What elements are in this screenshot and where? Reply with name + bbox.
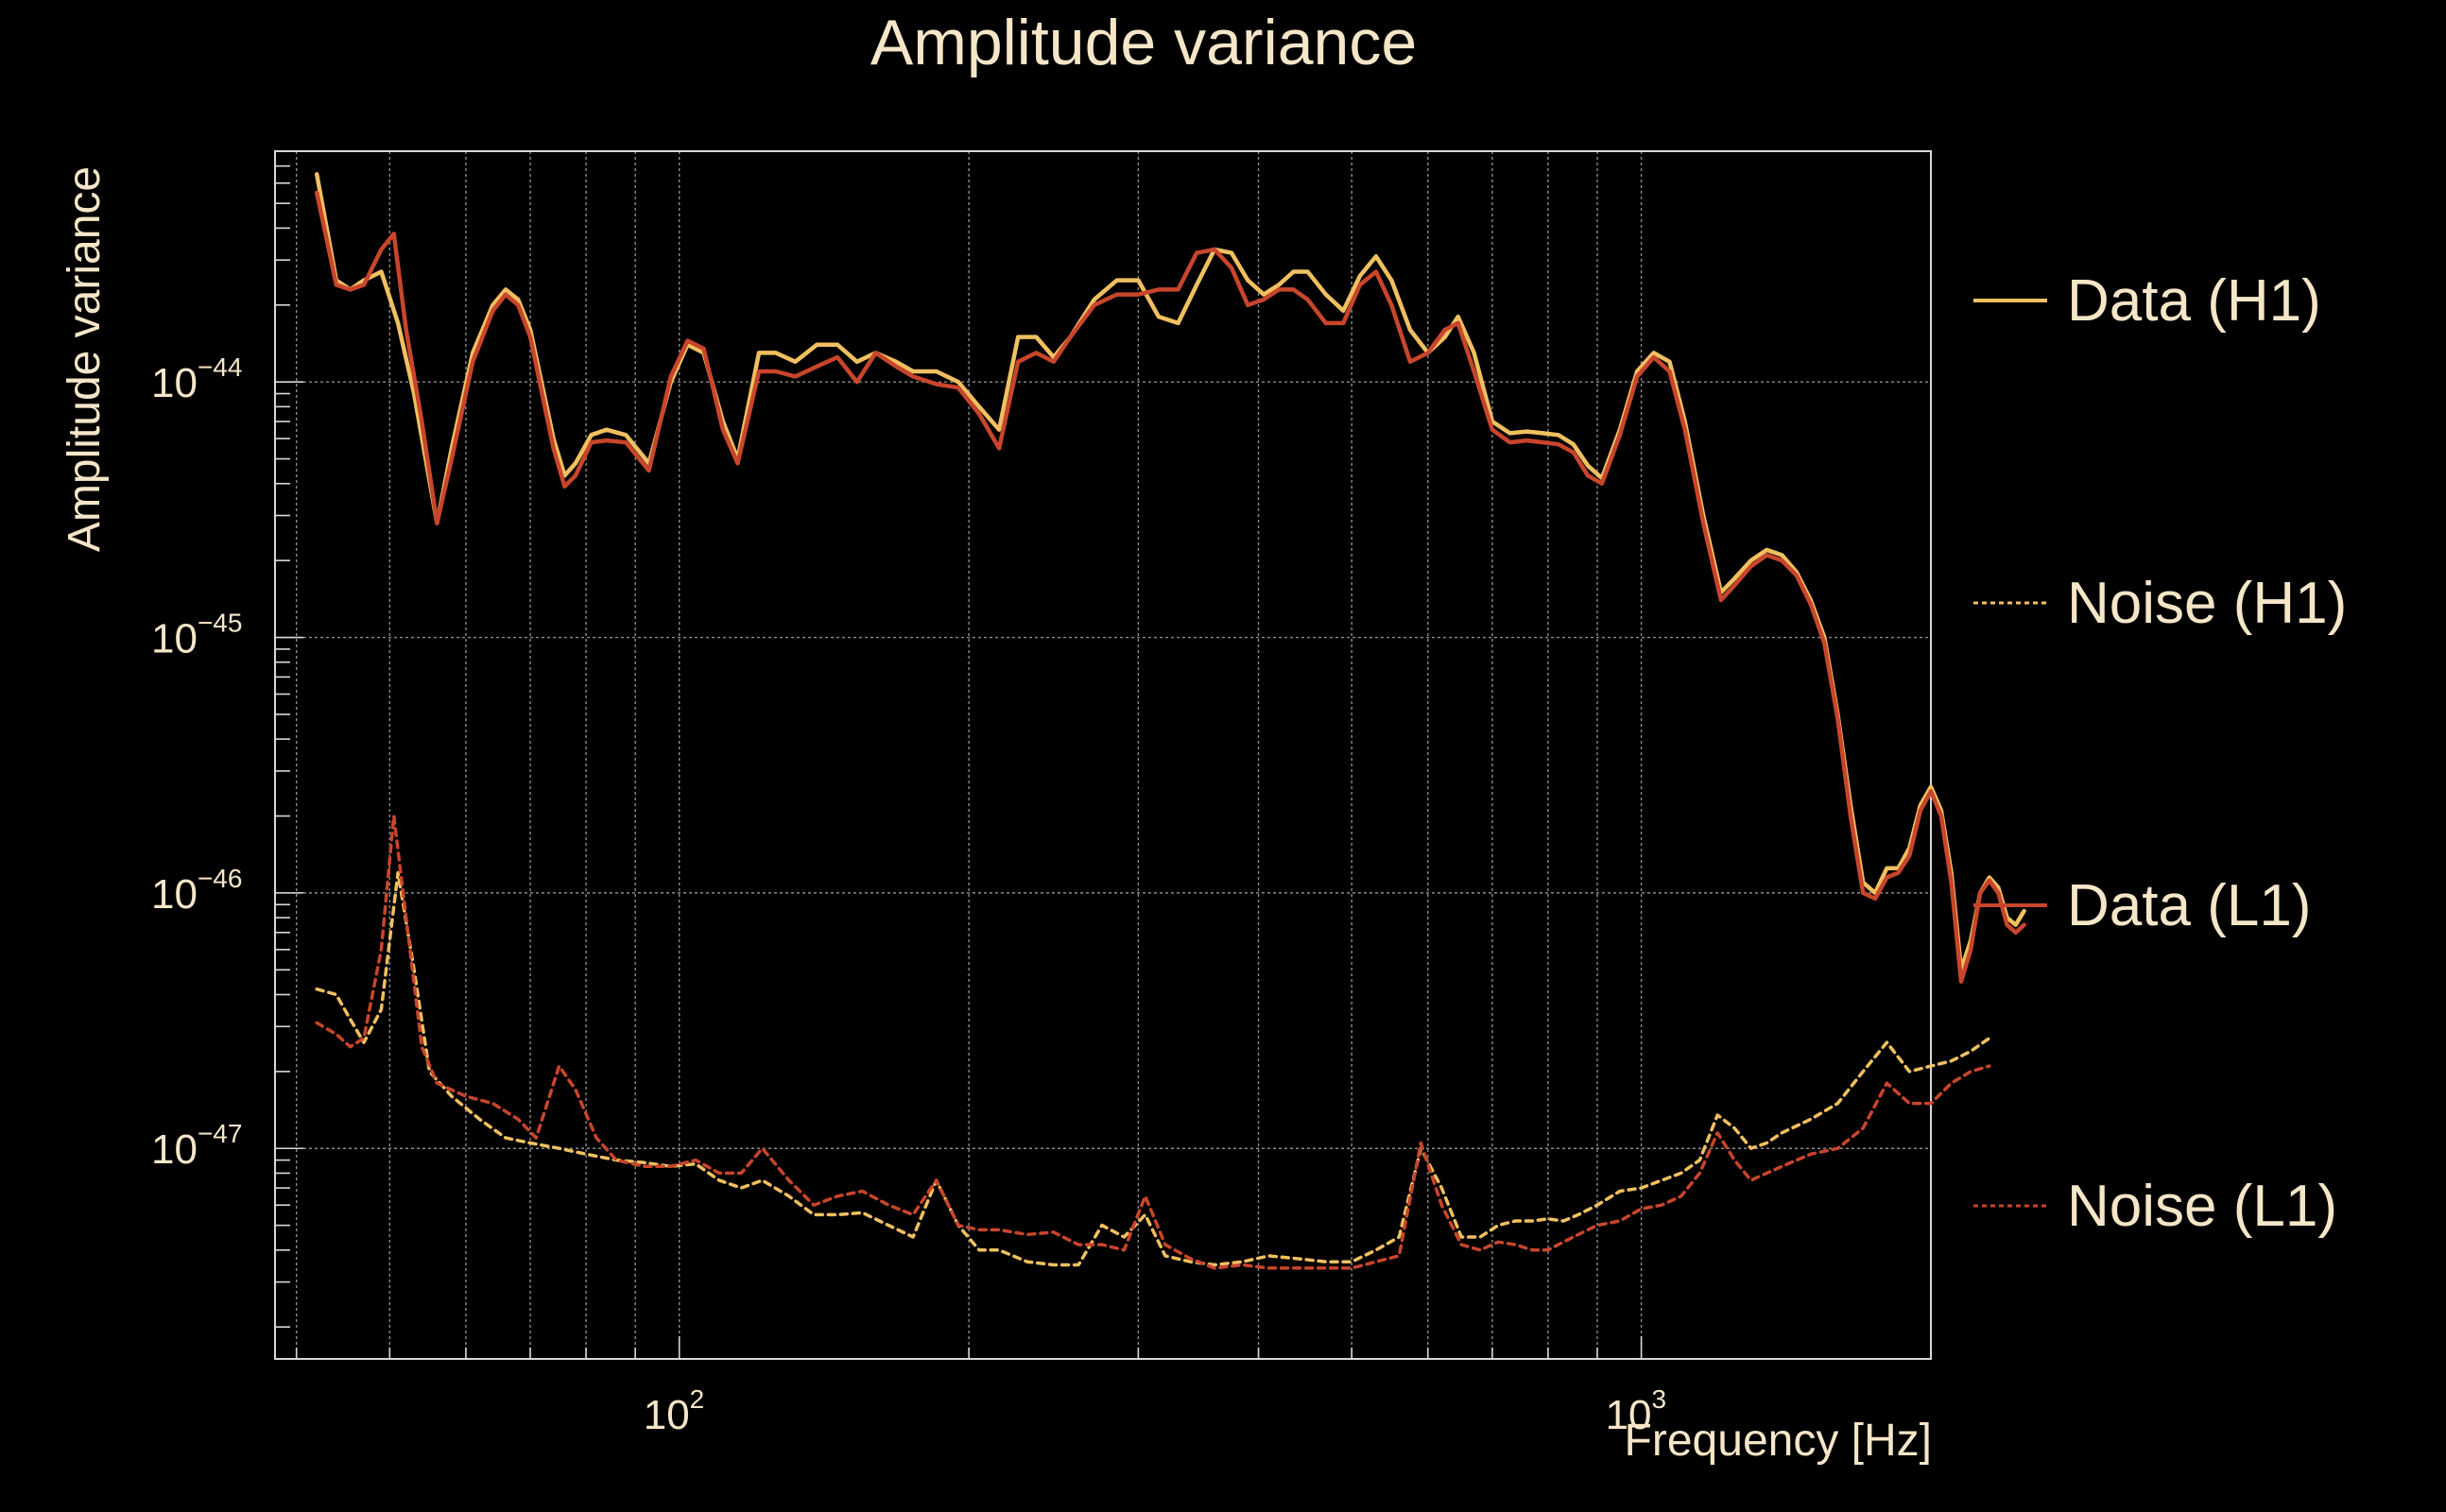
- plot-frame: [274, 150, 1932, 1360]
- x-tick-label: 102: [644, 1384, 705, 1438]
- x-tick-label: 103: [1606, 1384, 1667, 1438]
- chart-title: Amplitude variance: [870, 7, 1417, 78]
- tick-labels: 10−44 10−45 10−46 10−47 102 103: [151, 352, 1666, 1438]
- y-axis-label: Amplitude variance: [60, 166, 110, 552]
- series-line-noise-h1: [315, 870, 1991, 1267]
- y-tick-label: 10−44: [151, 352, 242, 406]
- x-axis-label: Frequency [Hz]: [1625, 1416, 1932, 1466]
- legend: Data (H1) Noise (H1) Data (L1) Noise (L1): [1973, 268, 2347, 1239]
- series-lines: [314, 172, 2026, 1270]
- legend-label: Noise (H1): [2067, 571, 2347, 636]
- series-line-data-h1: [314, 172, 2026, 972]
- series-line-data-l1: [314, 190, 2026, 984]
- legend-label: Noise (L1): [2067, 1174, 2337, 1239]
- legend-label: Data (H1): [2067, 268, 2321, 334]
- legend-label: Data (L1): [2067, 873, 2311, 938]
- y-tick-label: 10−47: [151, 1119, 242, 1173]
- y-tick-label: 10−46: [151, 864, 242, 918]
- axis-ticks: [275, 150, 1932, 1359]
- grid-lines: [275, 151, 1932, 1359]
- y-tick-label: 10−45: [151, 609, 242, 662]
- series-line-noise-l1: [315, 814, 1991, 1270]
